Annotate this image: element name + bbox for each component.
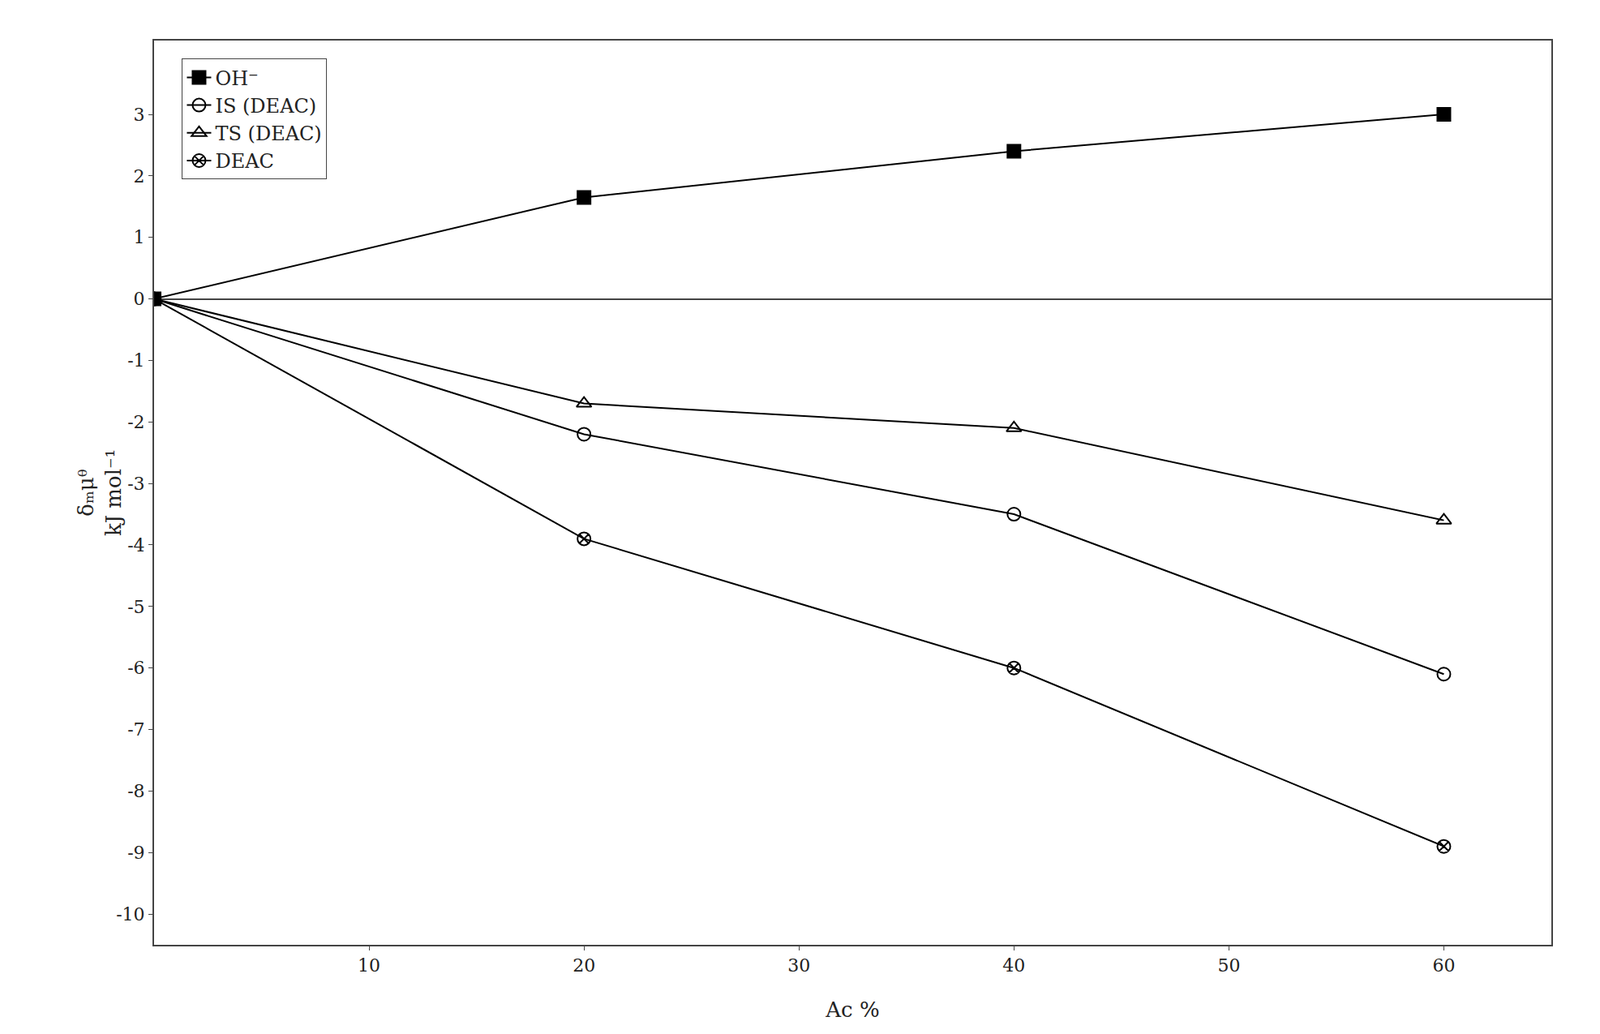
svg-text:-9: -9 [127,842,145,863]
svg-text:Ac %: Ac % [824,997,880,1022]
svg-text:-6: -6 [127,657,145,678]
svg-text:-5: -5 [127,596,145,618]
svg-text:60: 60 [1432,955,1455,976]
svg-text:-3: -3 [127,473,145,494]
svg-text:50: 50 [1217,955,1240,976]
svg-text:3: 3 [133,104,146,125]
svg-text:δₘμᶿkJ mol⁻¹: δₘμᶿkJ mol⁻¹ [73,449,126,537]
svg-text:DEAC: DEAC [214,150,274,173]
svg-text:-7: -7 [127,719,145,740]
svg-text:-2: -2 [127,411,145,433]
svg-text:-8: -8 [127,780,145,802]
svg-text:-1: -1 [127,350,145,371]
svg-text:2: 2 [133,166,146,187]
svg-text:1: 1 [133,227,146,248]
svg-text:20: 20 [572,955,596,976]
svg-text:-10: -10 [115,904,145,925]
svg-text:10: 10 [357,955,381,976]
svg-text:-4: -4 [127,535,145,556]
svg-text:0: 0 [133,288,146,309]
svg-text:40: 40 [1002,955,1026,976]
svg-text:IS (DEAC): IS (DEAC) [214,94,317,118]
svg-text:OH⁻: OH⁻ [214,67,258,91]
svg-text:TS (DEAC): TS (DEAC) [214,122,322,146]
svg-text:30: 30 [787,955,811,976]
